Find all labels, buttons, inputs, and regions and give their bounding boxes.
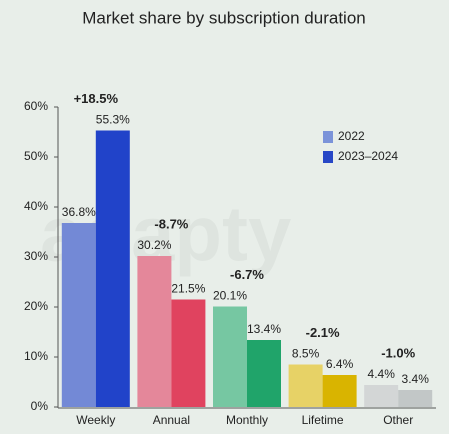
y-tick-label: 40% bbox=[24, 199, 48, 213]
legend-label: 2022 bbox=[338, 129, 365, 143]
bar bbox=[288, 364, 323, 407]
y-tick-label: 20% bbox=[24, 299, 48, 313]
x-tick-label: Weekly bbox=[76, 413, 115, 427]
bar bbox=[322, 375, 357, 407]
legend-swatch bbox=[323, 131, 333, 143]
bar bbox=[398, 390, 433, 407]
value-label: 4.4% bbox=[368, 367, 396, 381]
x-tick-label: Lifetime bbox=[302, 413, 344, 427]
value-label: 36.8% bbox=[62, 205, 96, 219]
bar bbox=[213, 306, 247, 407]
value-label: 20.1% bbox=[213, 289, 247, 303]
value-label: 3.4% bbox=[402, 372, 430, 386]
value-label: 55.3% bbox=[96, 113, 130, 127]
bar bbox=[61, 223, 96, 407]
delta-label: -1.0% bbox=[381, 345, 415, 360]
value-label: 6.4% bbox=[326, 357, 354, 371]
legend-swatch bbox=[323, 151, 333, 163]
delta-label: -6.7% bbox=[230, 267, 264, 282]
bar bbox=[95, 130, 130, 407]
chart-title: Market share by subscription duration bbox=[82, 8, 365, 27]
y-tick-label: 10% bbox=[24, 349, 48, 363]
y-tick-label: 50% bbox=[24, 149, 48, 163]
delta-label: -2.1% bbox=[306, 325, 340, 340]
bar bbox=[247, 340, 281, 407]
legend-label: 2023–2024 bbox=[338, 149, 398, 163]
value-label: 21.5% bbox=[171, 282, 205, 296]
y-tick-label: 60% bbox=[24, 99, 48, 113]
x-tick-label: Annual bbox=[153, 413, 190, 427]
delta-label: +18.5% bbox=[74, 91, 119, 106]
y-tick-label: 0% bbox=[31, 399, 49, 413]
bar bbox=[364, 385, 399, 407]
x-tick-label: Other bbox=[383, 413, 413, 427]
value-label: 30.2% bbox=[137, 238, 171, 252]
x-tick-label: Monthly bbox=[226, 413, 268, 427]
delta-label: -8.7% bbox=[154, 216, 188, 231]
value-label: 8.5% bbox=[292, 347, 320, 361]
bar bbox=[171, 299, 206, 407]
value-label: 13.4% bbox=[247, 322, 281, 336]
bar bbox=[137, 256, 172, 407]
y-tick-label: 30% bbox=[24, 249, 48, 263]
